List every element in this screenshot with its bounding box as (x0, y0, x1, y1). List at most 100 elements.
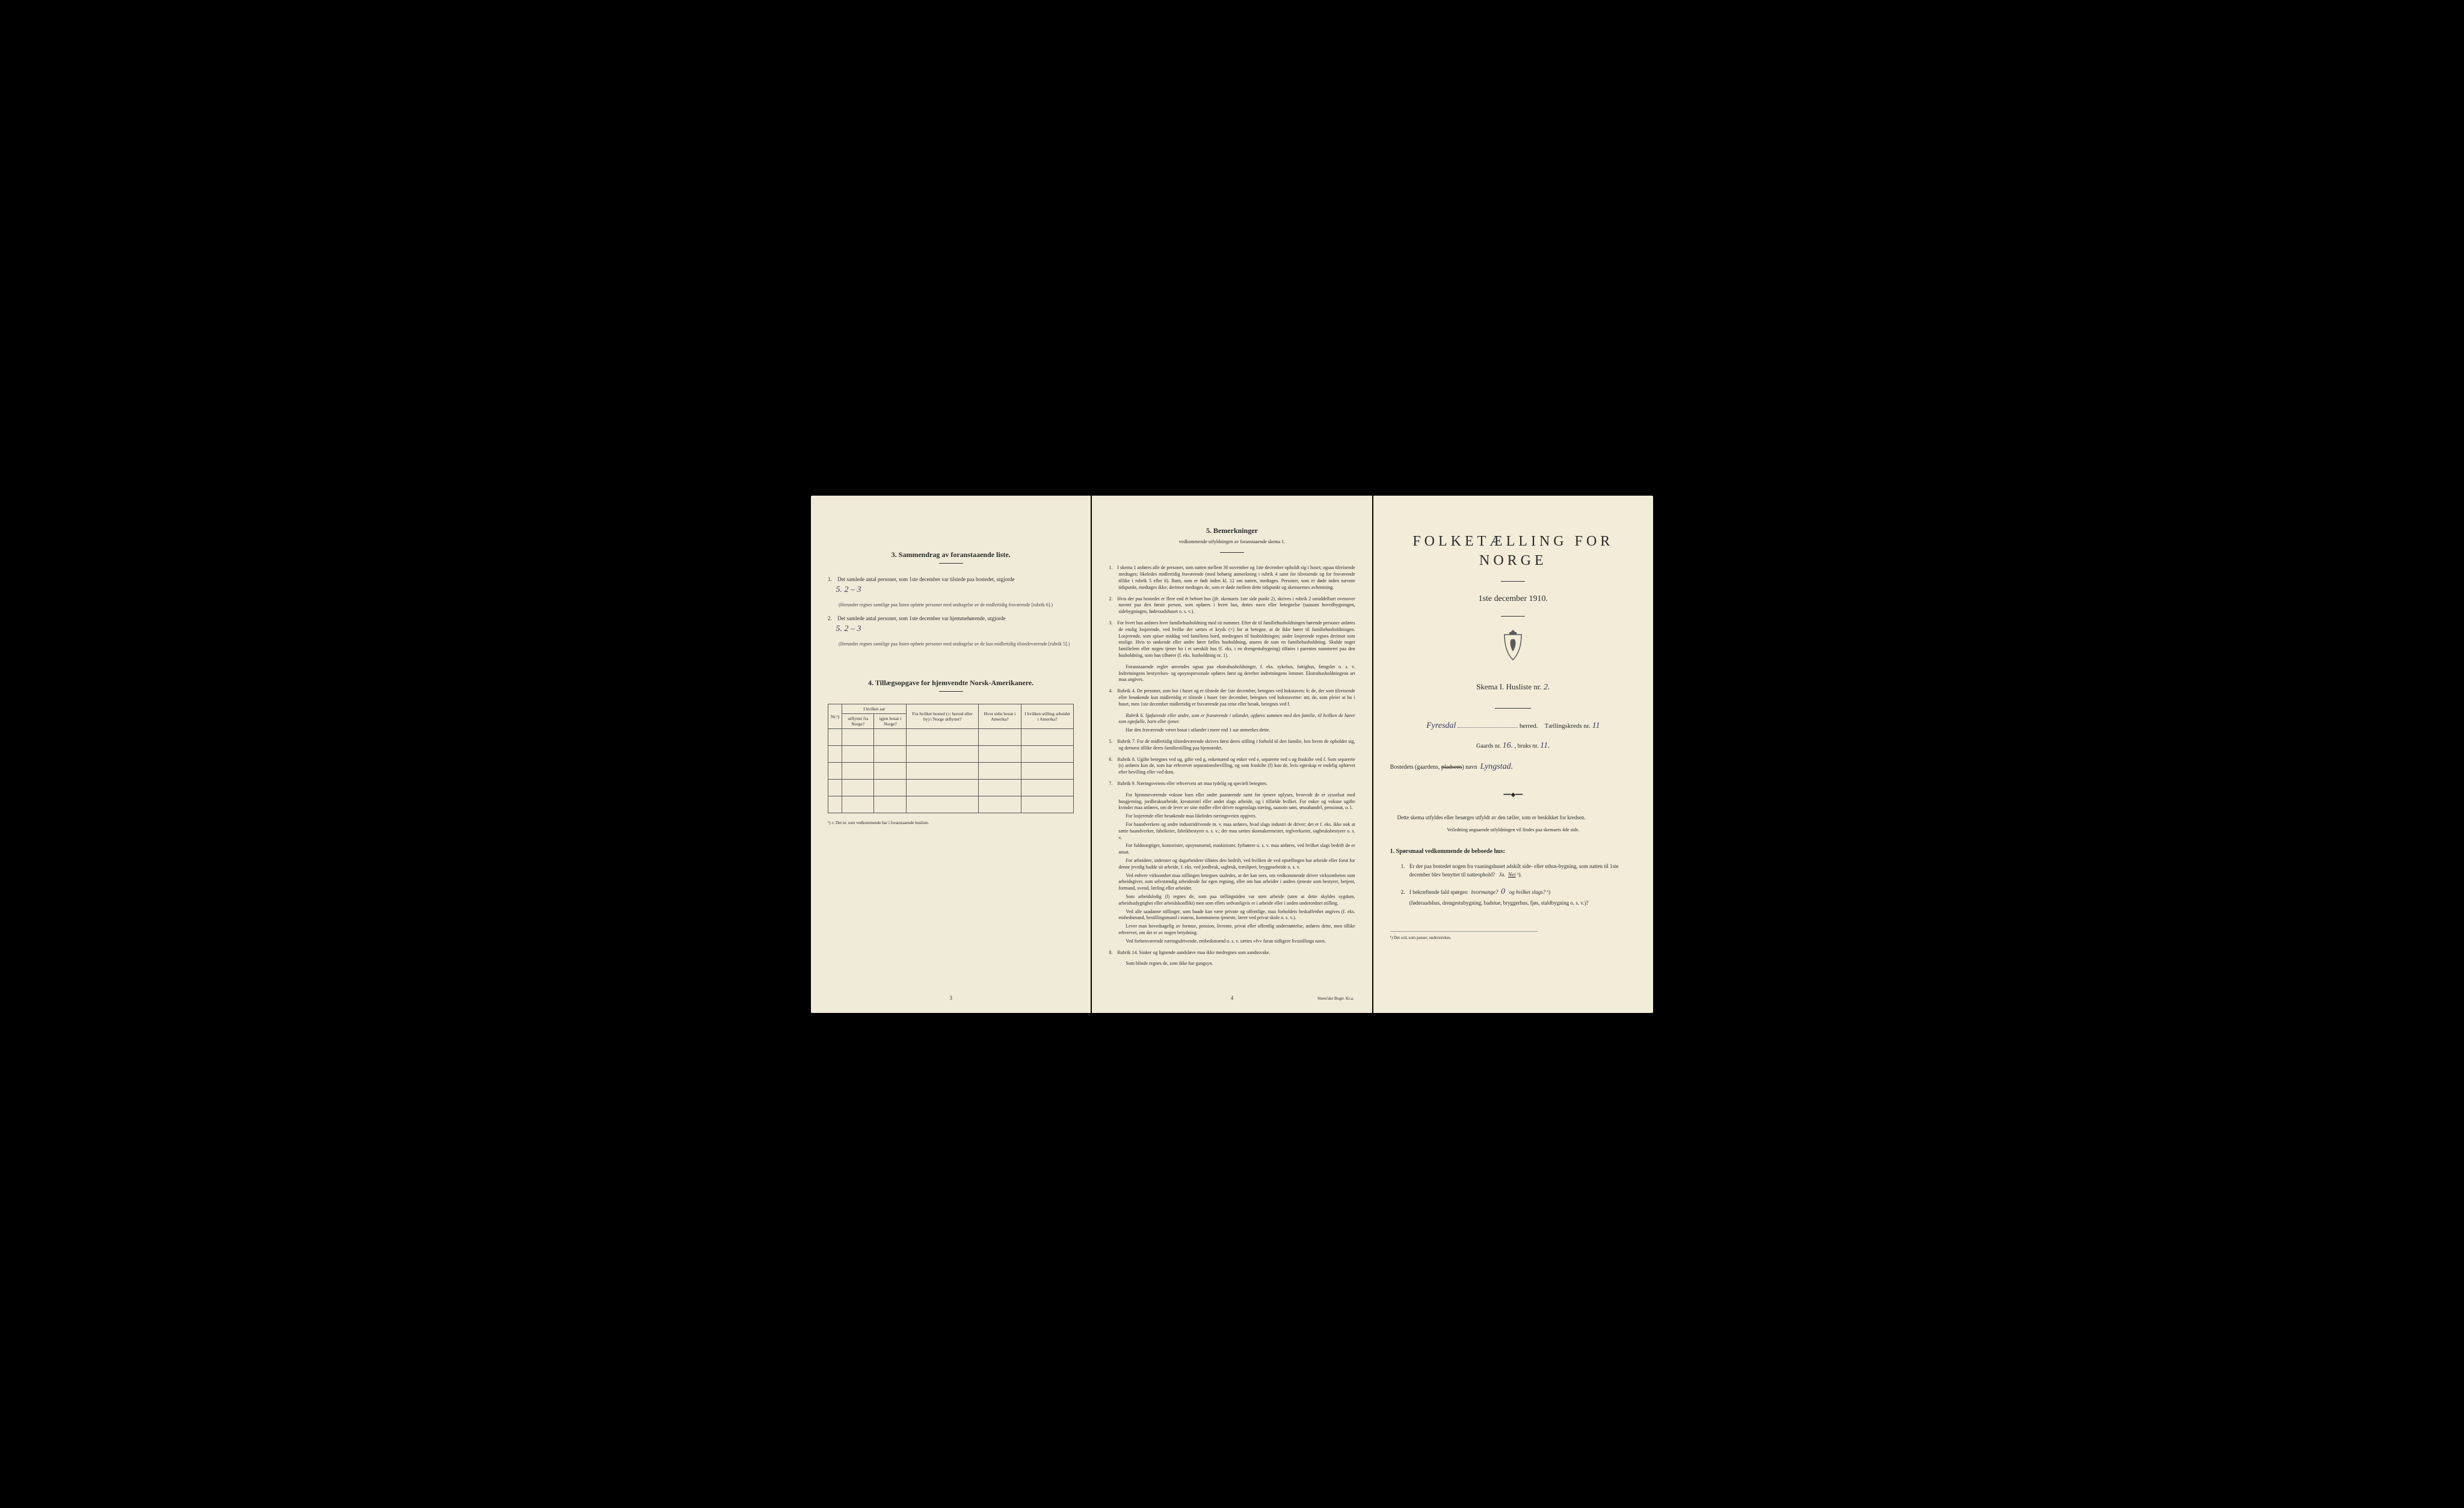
section5-subtitle: vedkommende utfyldningen av foranstaaend… (1109, 539, 1355, 546)
q2-examples: (føderaadshus, drengestubygning, badstue… (1409, 900, 1589, 906)
instruction: Dette skema utfyldes eller besørges utfy… (1390, 813, 1636, 822)
remark-6: 6.Rubrik 8. Ugifte betegnes ved ug, gift… (1109, 757, 1355, 776)
table-row (828, 763, 1074, 780)
remark-8-sub: Som blinde regnes de, som ikke har gangs… (1118, 961, 1355, 967)
gaard-label: Gaards nr. (1476, 743, 1501, 749)
remark-4: 4.Rubrik 4. De personer, som bor i huset… (1109, 688, 1355, 707)
herred-value: Fyresdal (1426, 721, 1456, 730)
th-hvor: Hvor sidst bosat i Amerika? (978, 704, 1021, 729)
bruk-value: 11. (1540, 741, 1550, 750)
page-right: FOLKETÆLLING FOR NORGE 1ste december 191… (1373, 496, 1653, 1013)
remark-text: For hvert hus anføres hver familiehushol… (1117, 620, 1355, 658)
divider (1220, 552, 1244, 553)
q2-text: I bekræftende fald spørges: (1409, 889, 1468, 895)
remark-3-extra: Foranstaaende regler anvendes ogsaa paa … (1118, 664, 1355, 683)
bruk-label: bruks nr. (1518, 743, 1539, 749)
item1-value: 5. 2 – 3 (836, 585, 861, 594)
th-nr: Nr.¹) (828, 704, 842, 729)
th-aar: I hvilket aar (842, 704, 907, 714)
th-utflyttet: utflyttet fra Norge? (842, 714, 874, 729)
printer-mark: Steen'ske Bogtr. Kr.a. (1317, 996, 1354, 1002)
q1-nei: Nei (1508, 872, 1516, 878)
section4-title: 4. Tillægsopgave for hjemvendte Norsk-Am… (828, 678, 1074, 688)
divider (1501, 581, 1525, 582)
skema-value: 2. (1544, 683, 1550, 692)
document-spread: 3. Sammendrag av foranstaaende liste. 1.… (811, 496, 1653, 1013)
divider (1501, 616, 1525, 617)
remark-1: 1.I skema 1 anføres alle de personer, so… (1109, 565, 1355, 591)
remark-8: 8.Rubrik 14. Sinker og lignende aandsløv… (1109, 950, 1355, 956)
item1-note: (Herunder regnes samtlige paa listen opf… (839, 602, 1074, 609)
remark-7-sub: For losjerende eller besøkende maa likel… (1118, 813, 1355, 820)
remark-7-sub: Ved enhver virksomhet maa stillingen bet… (1118, 873, 1355, 892)
section5-title: 5. Bemerkninger (1109, 526, 1355, 535)
skema-label: Skema I. Husliste nr. (1476, 682, 1542, 691)
th-fra: Fra hvilket bosted (ɔ: herred eller by) … (907, 704, 978, 729)
question-2: 2. I bekræftende fald spørges: hvormange… (1401, 885, 1636, 908)
remark-7: 7.Rubrik 9. Næringsveiens eller erhverve… (1109, 781, 1355, 787)
section3-title: 3. Sammendrag av foranstaaende liste. (828, 550, 1074, 559)
coat-of-arms-icon (1498, 629, 1527, 663)
remark-text: Rubrik 4. De personer, som bor i huset o… (1117, 688, 1355, 707)
bosted-label2: ) navn (1462, 764, 1477, 771)
bosted-line: Bostedets (gaardens, pladsens) navn Lyng… (1390, 762, 1636, 773)
question-1: 1. Er der paa bostedet nogen fra vaaning… (1401, 862, 1636, 879)
table-row (828, 780, 1074, 796)
remark-7-sub: Ved forhenværende næringsdrivende, embed… (1118, 938, 1355, 945)
remark-3: 3.For hvert hus anføres hver familiehush… (1109, 620, 1355, 659)
remark-2: 2.Hvis der paa bostedet er flere end ét … (1109, 596, 1355, 615)
remark-7-sub: For fuldmægtiger, kontorister, opsynsmæn… (1118, 843, 1355, 856)
remark-7-sub: For hjemmeværende voksne barn eller andr… (1118, 792, 1355, 811)
taelling-label: Tællingskreds nr. (1544, 722, 1590, 730)
taelling-value: 11 (1592, 721, 1600, 730)
table-row (828, 729, 1074, 746)
remark-7-sub: For haandverkere og andre industridriven… (1118, 822, 1355, 841)
divider (1495, 708, 1531, 709)
america-table: Nr.¹) I hvilket aar Fra hvilket bosted (… (828, 704, 1074, 813)
bosted-struck: pladsens (1441, 764, 1462, 771)
remark-7-sub: Som arbeidsledig (l) regnes de, som paa … (1118, 894, 1355, 907)
q1-sup: ¹). (1517, 872, 1522, 878)
th-stilling: I hvilken stilling arbeidet i Amerika? (1021, 704, 1073, 729)
remark-text: Rubrik 14. Sinker og lignende aandsløve … (1117, 950, 1270, 955)
remark-7-sub: Lever man hovedsagelig av formue, pensio… (1118, 923, 1355, 937)
remark-5: 5.Rubrik 7. For de midlertidig tilstedev… (1109, 739, 1355, 752)
remark-text: Rubrik 8. Ugifte betegnes ved ug, gifte … (1117, 757, 1355, 775)
gaard-value: 16. (1503, 741, 1514, 750)
th-bosat: igjen bosat i Norge? (874, 714, 907, 729)
page3-footnote: ¹) Det ord, som passer, understrekes. (1390, 931, 1538, 941)
ornament: ━━◆━━ (1390, 791, 1636, 799)
remark-4-extra2: Har den fraværende været bosat i utlande… (1118, 727, 1355, 734)
q-heading: 1. Spørsmaal vedkommende de beboede hus: (1390, 848, 1636, 856)
item2-note: (Herunder regnes samtlige paa listen opf… (839, 641, 1074, 648)
table-footnote: ¹) ɔ: Det nr. som vedkommende har i fora… (828, 820, 1074, 826)
item-2: 2. Det samlede antal personer, som 1ste … (828, 615, 1074, 636)
page-number: 3 (949, 994, 952, 1002)
page-number: 4 (1231, 994, 1234, 1002)
remark-text: Hvis der paa bostedet er flere end ét be… (1117, 596, 1355, 615)
table-row (828, 796, 1074, 813)
item-number: 1. (828, 576, 836, 584)
q2-hvilket: og hvilket slags? (1509, 889, 1546, 895)
herred-line: Fyresdal herred. Tællingskreds nr. 11 (1390, 721, 1636, 732)
sub-title: 1ste december 1910. (1390, 594, 1636, 605)
remark-4-extra1: Rubrik 6. Sjøfarende eller andre, som er… (1118, 713, 1355, 726)
herred-label: herred. (1520, 722, 1538, 730)
remark-text: I skema 1 anføres alle de personer, som … (1117, 565, 1355, 589)
main-title: FOLKETÆLLING FOR NORGE (1390, 532, 1636, 571)
bosted-label: Bostedets (gaardens, (1390, 764, 1440, 771)
bosted-value: Lyngstad. (1480, 762, 1513, 771)
item2-value: 5. 2 – 3 (836, 624, 861, 633)
item-1: 1. Det samlede antal personer, som 1ste … (828, 576, 1074, 597)
q2-sup: ¹) (1547, 889, 1550, 895)
divider (939, 691, 963, 692)
skema-line: Skema I. Husliste nr. 2. (1390, 682, 1636, 694)
table-row (828, 746, 1074, 763)
page-center: 5. Bemerkninger vedkommende utfyldningen… (1092, 496, 1372, 1013)
page-left: 3. Sammendrag av foranstaaende liste. 1.… (811, 496, 1091, 1013)
q1-ja: Ja. (1499, 872, 1506, 878)
gaard-line: Gaards nr. 16. , bruks nr. 11. (1390, 740, 1636, 752)
item1-text: Det samlede antal personer, som 1ste dec… (837, 576, 1014, 582)
item2-text: Det samlede antal personer, som 1ste dec… (837, 615, 1005, 621)
remark-text: Rubrik 7. For de midlertidig tilstedevær… (1117, 739, 1355, 751)
